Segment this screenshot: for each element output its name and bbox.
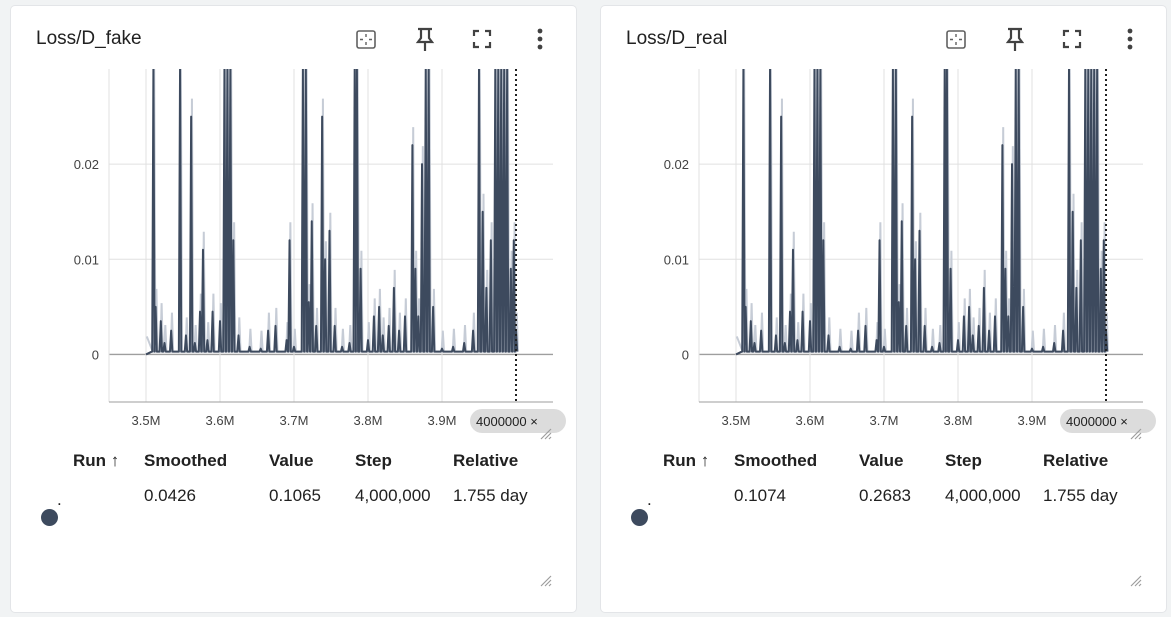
column-header-run[interactable]: Run ↑ [73,451,120,470]
fit-to-data-icon[interactable] [938,21,974,57]
x-tick-label: 3.9M [428,413,457,428]
pin-icon[interactable] [407,21,443,57]
column-header-step[interactable]: Step [945,451,982,470]
x-tick-label: 3.6M [796,413,825,428]
smoothed-value: 0.1074 [734,486,786,505]
column-header-smoothed[interactable]: Smoothed [144,451,228,470]
relative-value: 1.755 day [1043,486,1118,505]
y-tick-label: 0.02 [664,157,689,172]
run-color-swatch [41,509,58,526]
y-tick-label: 0 [682,347,689,362]
x-tick-label: 3.9M [1018,413,1047,428]
step-cursor-chip [1060,409,1156,433]
x-tick-label: 3.6M [206,413,235,428]
card-title: Loss/D_fake [36,28,142,49]
run-color-swatch [631,509,648,526]
column-header-value[interactable]: Value [859,451,904,470]
x-tick-label: 3.8M [944,413,973,428]
x-tick-label: 3.7M [870,413,899,428]
y-tick-label: 0 [92,347,99,362]
series-group [735,69,1109,356]
column-header-smoothed[interactable]: Smoothed [734,451,818,470]
scalar-card-d-real: Loss/D_real 0 0.01 0.02 3.5M 3.6M 3.7M 3.8M 3.9… [601,6,1166,612]
relative-value: 1.755 day [453,486,528,505]
fullscreen-icon[interactable] [1054,21,1090,57]
run-name: . [647,490,652,509]
column-header-run[interactable]: Run ↑ [663,451,710,470]
x-tick-label: 3.5M [132,413,161,428]
column-header-relative[interactable]: Relative [1043,451,1109,470]
series-group [145,69,519,356]
y-tick-label: 0.01 [74,252,99,267]
step-value: 4,000,000 [355,486,431,505]
x-tick-label: 3.8M [354,413,383,428]
line-chart[interactable]: 0 0.01 0.02 3.5M 3.6M 3.7M 3.8M 3.9M 4000000 × [601,66,1166,438]
step-cursor-label: 4000000 × [1066,414,1128,429]
series-line [735,69,1109,356]
y-tick-label: 0.01 [664,252,689,267]
series-line [145,69,519,356]
run-name: . [57,490,62,509]
resize-grip-icon[interactable] [538,573,552,587]
resize-grip-icon[interactable] [1128,426,1142,440]
raw-value: 0.1065 [269,486,321,505]
y-tick-label: 0.02 [74,157,99,172]
fullscreen-icon[interactable] [464,21,500,57]
more-vert-icon[interactable] [522,21,558,57]
more-vert-icon[interactable] [1112,21,1148,57]
resize-grip-icon[interactable] [538,426,552,440]
column-header-step[interactable]: Step [355,451,392,470]
column-header-relative[interactable]: Relative [453,451,519,470]
fit-to-data-icon[interactable] [348,21,384,57]
step-value: 4,000,000 [945,486,1021,505]
scalar-card-d-fake: Loss/D_fake 0 0.01 0.02 3.5M 3.6M 3.7M 3.8M 3.9… [11,6,576,612]
step-cursor-label: 4000000 × [476,414,538,429]
raw-value: 0.2683 [859,486,911,505]
pin-icon[interactable] [997,21,1033,57]
column-header-value[interactable]: Value [269,451,314,470]
x-tick-label: 3.7M [280,413,309,428]
card-title: Loss/D_real [626,28,728,49]
x-tick-label: 3.5M [722,413,751,428]
smoothed-value: 0.0426 [144,486,196,505]
step-cursor-chip [470,409,566,433]
resize-grip-icon[interactable] [1128,573,1142,587]
line-chart[interactable]: 0 0.01 0.02 3.5M 3.6M 3.7M 3.8M 3.9M 4000000 × [11,66,576,438]
